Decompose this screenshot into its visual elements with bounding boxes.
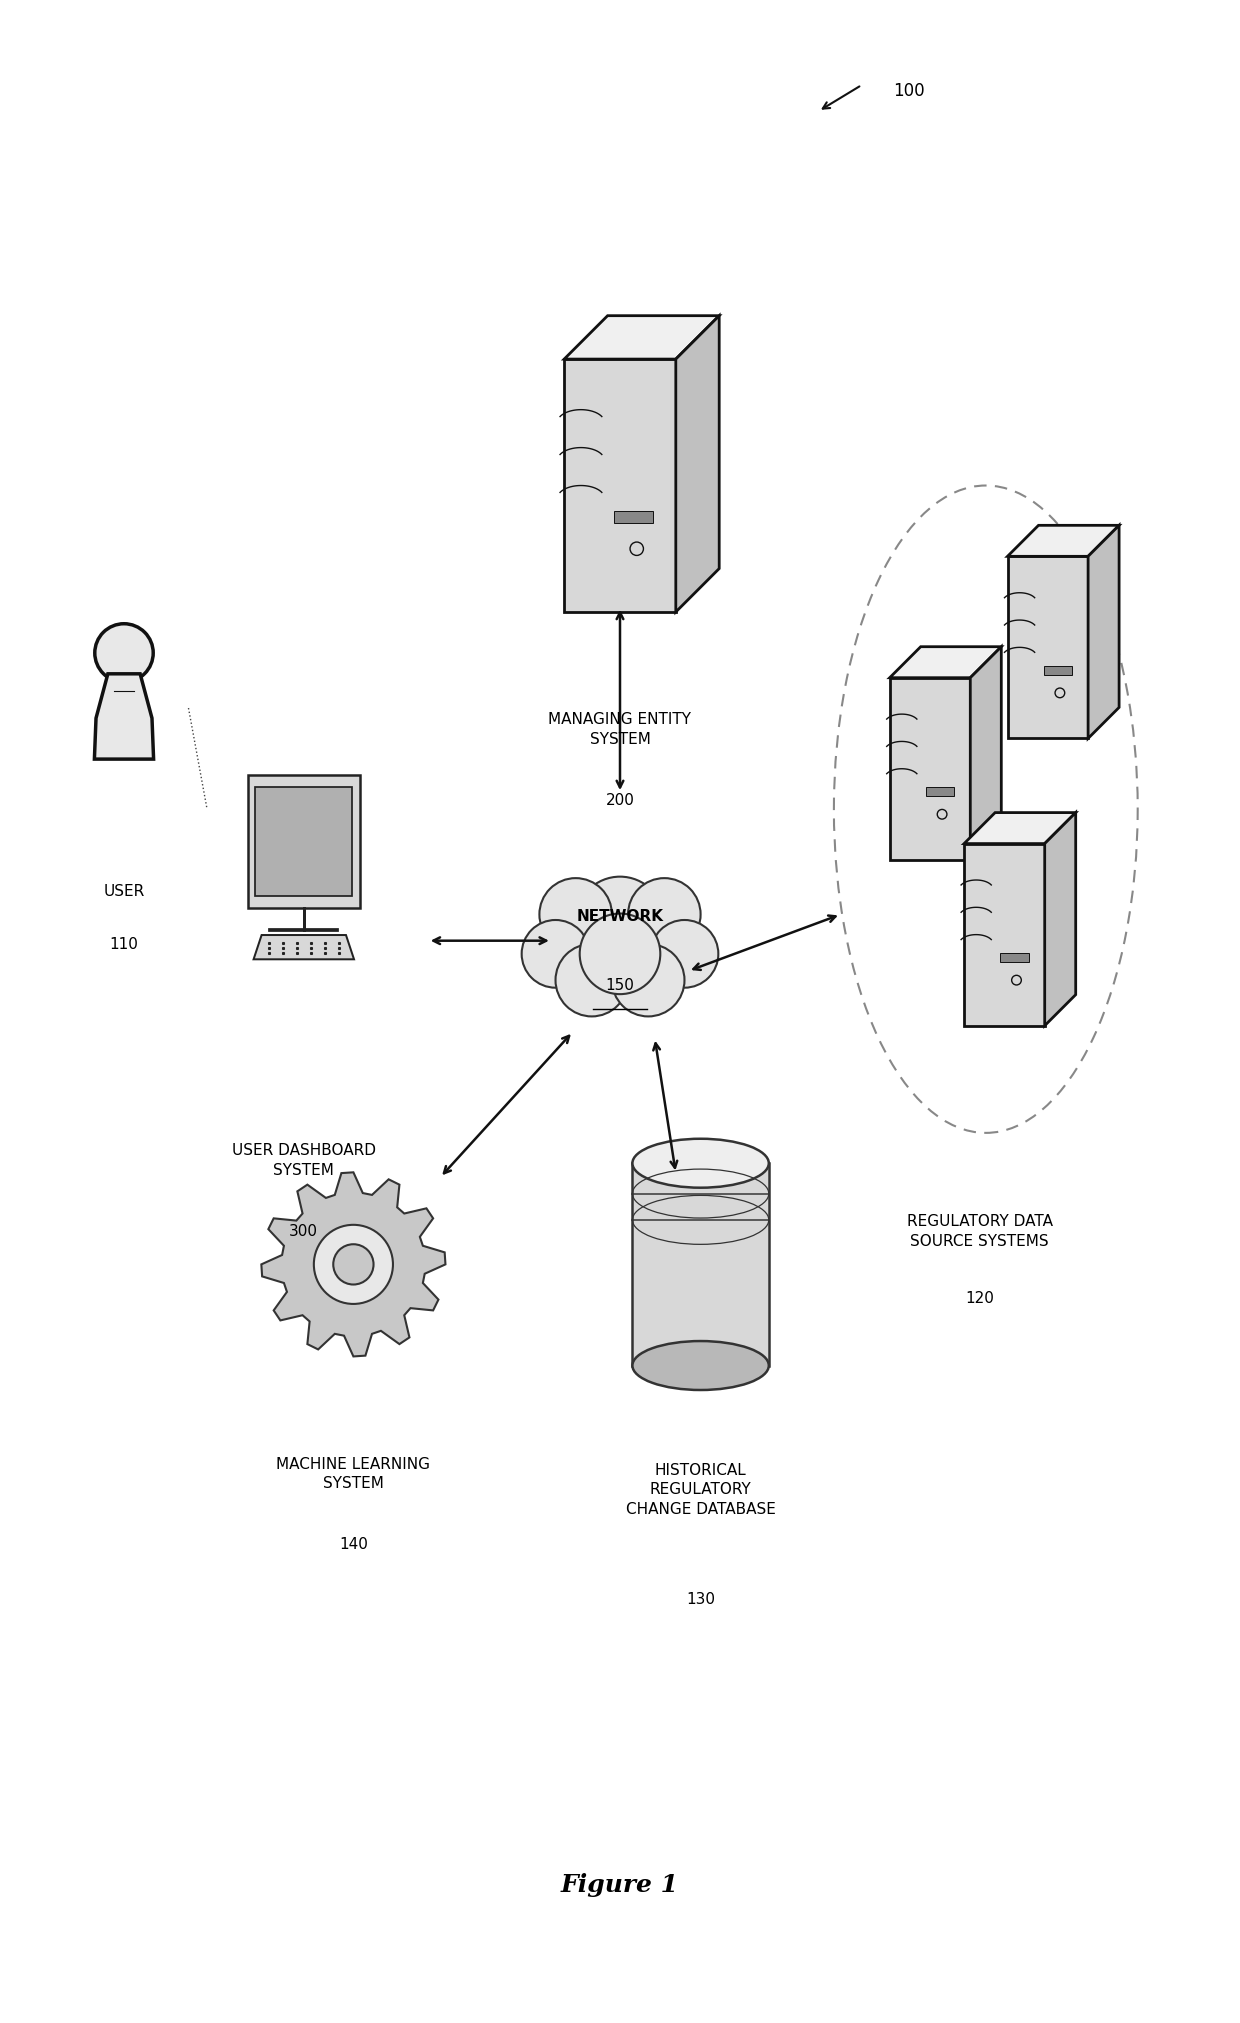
- Ellipse shape: [613, 945, 684, 1016]
- Text: Figure 1: Figure 1: [560, 1873, 680, 1898]
- Polygon shape: [255, 787, 352, 896]
- Text: 150: 150: [605, 977, 635, 993]
- Polygon shape: [94, 674, 154, 759]
- Polygon shape: [890, 678, 970, 860]
- Text: USER DASHBOARD
SYSTEM: USER DASHBOARD SYSTEM: [232, 1143, 376, 1177]
- Polygon shape: [1008, 526, 1120, 556]
- Ellipse shape: [94, 623, 154, 682]
- Polygon shape: [614, 512, 653, 524]
- Polygon shape: [1089, 526, 1120, 738]
- Ellipse shape: [580, 914, 660, 993]
- Polygon shape: [632, 1163, 769, 1366]
- Polygon shape: [564, 316, 719, 360]
- Text: 110: 110: [109, 937, 139, 951]
- Polygon shape: [1044, 813, 1076, 1026]
- Polygon shape: [262, 1171, 445, 1357]
- Ellipse shape: [632, 1341, 769, 1390]
- Ellipse shape: [556, 945, 627, 1016]
- Ellipse shape: [334, 1244, 373, 1285]
- Text: 130: 130: [686, 1592, 715, 1606]
- Ellipse shape: [651, 920, 718, 987]
- Polygon shape: [965, 813, 1076, 844]
- Ellipse shape: [627, 878, 701, 951]
- Polygon shape: [248, 775, 360, 908]
- Ellipse shape: [575, 876, 665, 965]
- Text: REGULATORY DATA
SOURCE SYSTEMS: REGULATORY DATA SOURCE SYSTEMS: [906, 1214, 1053, 1248]
- Ellipse shape: [522, 920, 589, 987]
- Polygon shape: [253, 935, 355, 959]
- Polygon shape: [1008, 556, 1089, 738]
- Polygon shape: [965, 844, 1044, 1026]
- Ellipse shape: [539, 878, 611, 951]
- Polygon shape: [564, 360, 676, 613]
- Ellipse shape: [314, 1224, 393, 1305]
- Text: 140: 140: [339, 1537, 368, 1552]
- Polygon shape: [676, 316, 719, 613]
- Text: 120: 120: [965, 1291, 994, 1305]
- Text: USER: USER: [103, 884, 145, 898]
- Polygon shape: [1044, 666, 1071, 676]
- Polygon shape: [970, 647, 1002, 860]
- Text: MACHINE LEARNING
SYSTEM: MACHINE LEARNING SYSTEM: [277, 1457, 430, 1491]
- Text: NETWORK: NETWORK: [577, 908, 663, 925]
- Polygon shape: [926, 787, 955, 795]
- Text: 100: 100: [893, 83, 925, 99]
- Text: 200: 200: [605, 793, 635, 807]
- Polygon shape: [890, 647, 1002, 678]
- Text: 300: 300: [289, 1224, 319, 1238]
- Polygon shape: [1001, 953, 1028, 961]
- Text: HISTORICAL
REGULATORY
CHANGE DATABASE: HISTORICAL REGULATORY CHANGE DATABASE: [626, 1463, 775, 1517]
- Text: MANAGING ENTITY
SYSTEM: MANAGING ENTITY SYSTEM: [548, 712, 692, 746]
- Ellipse shape: [632, 1139, 769, 1188]
